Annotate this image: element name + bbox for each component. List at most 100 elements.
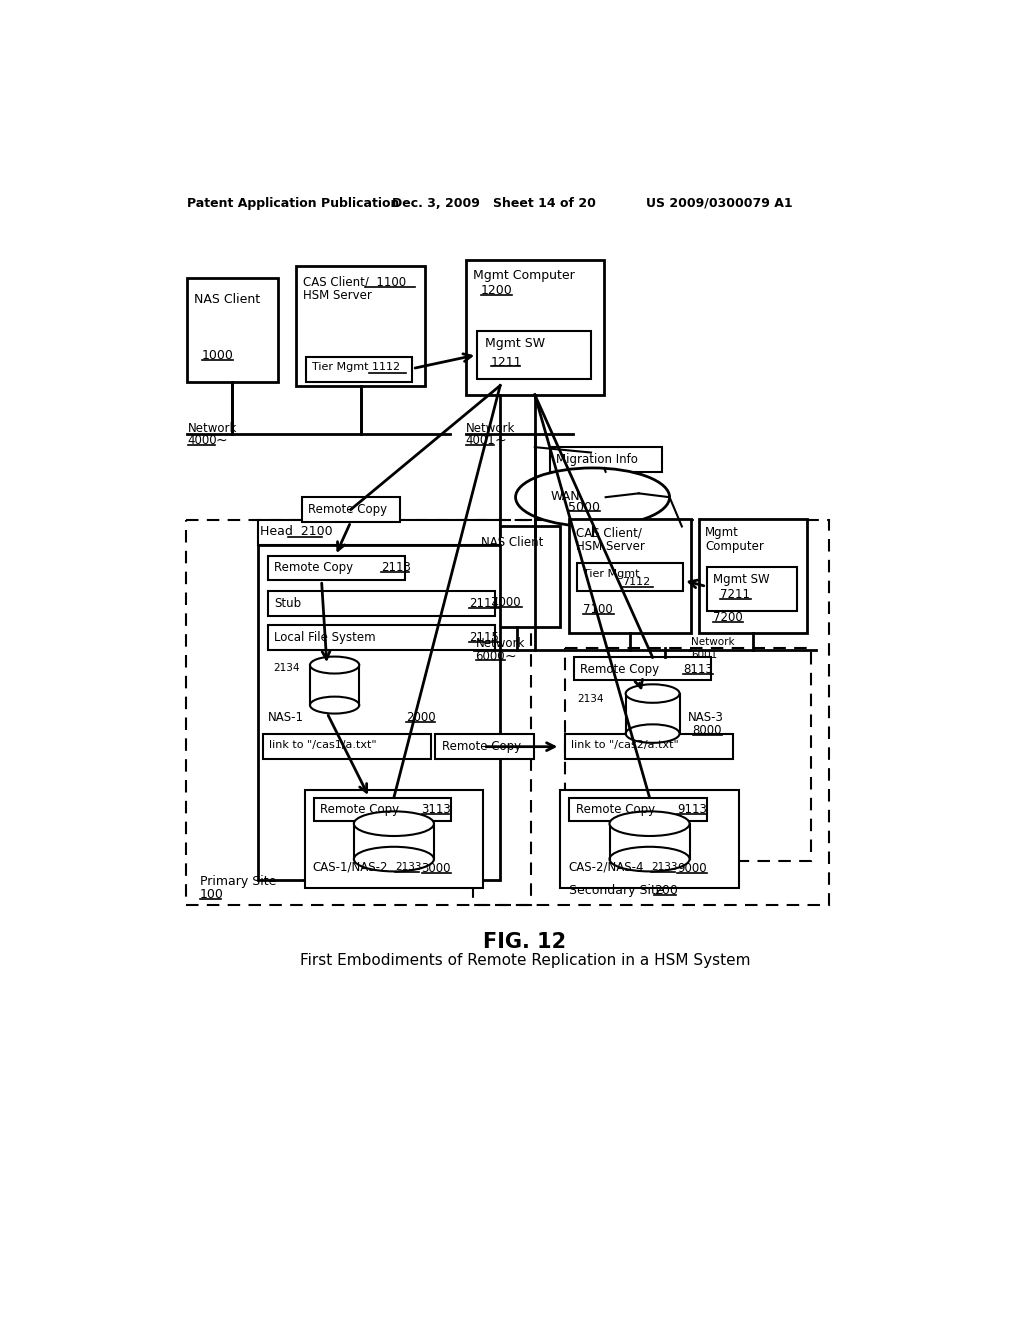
Text: 9000: 9000 [677, 862, 707, 875]
Ellipse shape [310, 697, 359, 714]
Text: Patent Application Publication: Patent Application Publication [186, 197, 399, 210]
Bar [306, 358, 413, 381]
Text: 9113: 9113 [677, 803, 708, 816]
Text: 2133: 2133 [395, 862, 422, 873]
Text: Mgmt: Mgmt [705, 527, 739, 540]
Text: 2000: 2000 [407, 711, 436, 725]
Text: 1211: 1211 [490, 355, 522, 368]
Text: ~: ~ [215, 434, 227, 447]
Bar [473, 520, 829, 906]
Text: HSM Server: HSM Server [303, 289, 372, 302]
Bar [474, 527, 560, 627]
Bar [477, 331, 591, 379]
Bar [707, 566, 798, 611]
Text: 7211: 7211 [720, 589, 751, 601]
Bar [569, 797, 707, 821]
Text: 2134: 2134 [578, 693, 604, 704]
Text: US 2009/0300079 A1: US 2009/0300079 A1 [646, 197, 793, 210]
Text: Remote Copy: Remote Copy [575, 803, 654, 816]
Text: Migration Info: Migration Info [556, 453, 638, 466]
Ellipse shape [310, 656, 359, 673]
Text: 8000: 8000 [692, 725, 722, 738]
Bar [698, 519, 807, 632]
Text: Local File System: Local File System [273, 631, 376, 644]
Text: 2133: 2133 [651, 862, 678, 873]
Bar [267, 556, 404, 581]
Text: 6000: 6000 [475, 649, 505, 663]
Bar [435, 734, 535, 759]
Ellipse shape [626, 684, 680, 702]
Text: WAN: WAN [550, 490, 580, 503]
Text: Network: Network [187, 422, 237, 434]
Ellipse shape [354, 847, 434, 871]
Bar [258, 520, 500, 545]
Text: Network: Network [691, 638, 735, 647]
Text: Tier Mgmt: Tier Mgmt [584, 569, 640, 578]
Bar [186, 277, 278, 381]
Text: CAS-2/NAS-4: CAS-2/NAS-4 [568, 861, 643, 874]
Text: link to "/cas2/a.txt": link to "/cas2/a.txt" [571, 739, 679, 750]
Bar [565, 648, 811, 861]
Text: 3000: 3000 [422, 862, 452, 875]
Text: 2113: 2113 [381, 561, 411, 574]
Bar [296, 267, 425, 385]
Ellipse shape [609, 847, 689, 871]
Ellipse shape [354, 812, 434, 836]
Bar [574, 657, 711, 681]
Bar [560, 789, 739, 888]
Text: ~: ~ [494, 434, 506, 447]
Text: Remote Copy: Remote Copy [273, 561, 353, 574]
Text: NAS Client: NAS Client [195, 293, 260, 306]
Text: Remote Copy: Remote Copy [319, 803, 399, 816]
Text: Secondary Site: Secondary Site [569, 884, 665, 896]
Bar [354, 824, 434, 859]
Text: 7000: 7000 [490, 595, 520, 609]
Text: FIG. 12: FIG. 12 [483, 932, 566, 952]
Text: 8113: 8113 [683, 663, 713, 676]
Bar [550, 447, 662, 471]
Ellipse shape [609, 812, 689, 836]
Bar [569, 519, 691, 632]
Bar [301, 498, 400, 521]
Ellipse shape [626, 725, 680, 743]
Text: 4001: 4001 [466, 434, 496, 447]
Text: 2115: 2115 [469, 631, 500, 644]
Text: Head  2100: Head 2100 [260, 525, 333, 539]
Text: 2114: 2114 [469, 597, 500, 610]
Text: Tier Mgmt 1112: Tier Mgmt 1112 [311, 363, 399, 372]
Text: 5000: 5000 [568, 502, 600, 513]
Bar [267, 626, 495, 649]
Text: CAS Client/: CAS Client/ [575, 527, 641, 540]
Text: Dec. 3, 2009   Sheet 14 of 20: Dec. 3, 2009 Sheet 14 of 20 [392, 197, 596, 210]
Text: Remote Copy: Remote Copy [581, 663, 659, 676]
Bar [267, 591, 495, 615]
Text: Mgmt SW: Mgmt SW [484, 337, 545, 350]
Text: CAS Client/  1100: CAS Client/ 1100 [303, 276, 407, 289]
Text: 6001: 6001 [691, 649, 718, 660]
Bar [609, 824, 689, 859]
Bar [310, 665, 359, 705]
Text: 1200: 1200 [481, 284, 513, 297]
Text: ~: ~ [505, 649, 516, 664]
Text: link to "/cas1/a.txt": link to "/cas1/a.txt" [269, 739, 377, 750]
Text: Remote Copy: Remote Copy [307, 503, 387, 516]
Bar [186, 520, 531, 906]
Text: Network: Network [475, 638, 525, 651]
Bar [466, 260, 604, 395]
Text: 1000: 1000 [202, 350, 234, 363]
Text: First Embodiments of Remote Replication in a HSM System: First Embodiments of Remote Replication … [300, 953, 750, 968]
Ellipse shape [515, 469, 670, 527]
Text: Computer: Computer [705, 540, 764, 553]
Text: Network: Network [466, 422, 515, 434]
Bar [304, 789, 483, 888]
Bar [263, 734, 431, 759]
Text: Mgmt Computer: Mgmt Computer [473, 268, 574, 281]
Text: HSM Server: HSM Server [575, 540, 644, 553]
Bar [626, 693, 680, 734]
Bar [578, 564, 683, 591]
Text: 7200: 7200 [713, 611, 742, 624]
Text: 3113: 3113 [422, 803, 452, 816]
Text: Mgmt SW: Mgmt SW [713, 573, 769, 586]
Text: 7100: 7100 [584, 603, 613, 616]
Text: 2134: 2134 [273, 663, 299, 673]
